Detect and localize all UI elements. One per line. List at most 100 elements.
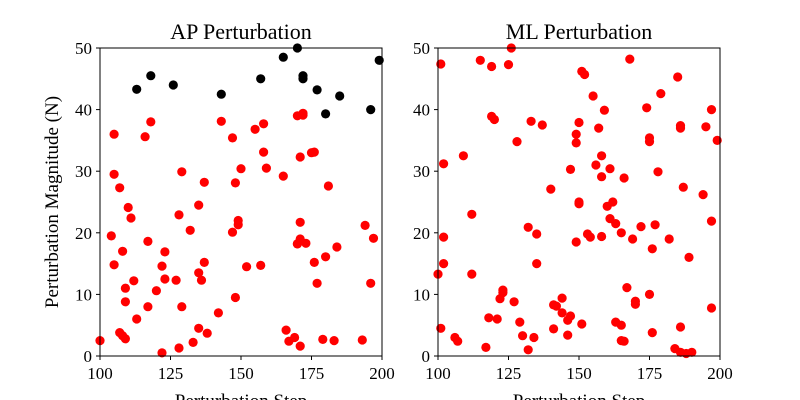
data-point: [106, 231, 116, 241]
data-point: [597, 151, 607, 161]
chart-ap: AP Perturbation 100 125 150 175 200 0 10 20 30 4…: [42, 19, 395, 400]
data-point: [687, 347, 697, 357]
data-point: [439, 159, 449, 169]
data-point: [256, 74, 266, 84]
data-point: [529, 332, 539, 343]
data-point: [650, 220, 660, 230]
data-point: [329, 336, 339, 346]
data-point: [227, 133, 238, 143]
data-point: [109, 169, 119, 179]
y-tick-label: 30: [75, 162, 92, 181]
data-point: [194, 323, 204, 333]
data-point: [115, 183, 125, 193]
data-point: [366, 278, 376, 288]
data-point: [357, 335, 367, 345]
y-tick-label: 20: [413, 224, 430, 243]
data-point: [368, 233, 379, 243]
data-point: [619, 173, 629, 183]
y-tick-label: 0: [84, 347, 93, 366]
data-point: [571, 129, 581, 139]
data-point: [278, 171, 288, 181]
data-point: [580, 69, 590, 80]
data-point: [143, 302, 153, 312]
data-point: [151, 286, 161, 296]
data-point: [571, 138, 581, 148]
data-point: [678, 182, 688, 192]
x-tick-label: 200: [369, 364, 395, 383]
data-point: [439, 232, 449, 242]
data-point: [160, 274, 170, 284]
data-point: [213, 308, 223, 318]
data-point: [236, 164, 246, 174]
data-point: [588, 91, 598, 101]
data-point: [532, 229, 542, 239]
data-point: [216, 116, 226, 126]
data-point: [177, 167, 187, 177]
data-point: [563, 330, 573, 340]
x-axis-ml: 100 125 150 175 200: [425, 356, 733, 383]
data-point: [129, 276, 139, 286]
data-point: [597, 172, 607, 182]
x-axis-label-ap: Perturbation Step: [175, 391, 307, 400]
data-point: [174, 210, 184, 220]
data-point: [194, 268, 204, 278]
data-point: [509, 297, 519, 307]
y-tick-label: 50: [413, 39, 430, 58]
data-point: [109, 260, 119, 270]
data-point: [481, 342, 491, 352]
data-point: [140, 132, 150, 142]
data-point: [227, 227, 238, 237]
chart-title-ml: ML Perturbation: [506, 19, 652, 44]
data-point: [647, 328, 657, 338]
data-point: [202, 328, 212, 338]
data-point: [574, 117, 584, 128]
data-point: [574, 199, 584, 209]
data-point: [157, 261, 167, 271]
data-point: [290, 332, 300, 343]
data-point: [216, 89, 226, 99]
data-point: [146, 117, 156, 127]
data-point: [132, 84, 142, 94]
data-point: [557, 308, 567, 318]
data-point: [577, 319, 587, 329]
data-point: [171, 275, 181, 285]
data-point: [532, 259, 542, 269]
data-point: [515, 317, 525, 327]
x-axis-label-ml: Perturbation Step: [513, 391, 645, 400]
data-point: [630, 299, 641, 309]
data-point: [653, 167, 663, 177]
data-point: [453, 336, 463, 346]
data-point: [549, 324, 559, 334]
data-point: [706, 216, 717, 226]
data-point: [439, 259, 449, 269]
data-point: [701, 122, 711, 132]
data-point: [321, 109, 331, 119]
data-point: [230, 178, 240, 188]
data-point: [126, 213, 136, 223]
y-tick-label: 0: [422, 347, 431, 366]
data-point: [484, 313, 494, 323]
data-point: [109, 129, 119, 139]
data-point: [120, 334, 130, 344]
data-point: [118, 246, 128, 256]
y-axis-ml: 0 10 20 30 40 50: [413, 39, 438, 366]
data-point: [309, 147, 319, 157]
data-point: [194, 200, 204, 210]
data-point: [281, 325, 291, 335]
data-point: [498, 288, 508, 298]
x-tick-label: 100: [87, 364, 113, 383]
data-point: [611, 219, 621, 229]
data-point: [594, 123, 604, 133]
data-point: [684, 252, 694, 262]
data-point: [295, 152, 305, 162]
y-tick-label: 40: [413, 101, 430, 120]
data-point: [160, 247, 170, 257]
data-point: [503, 60, 514, 70]
x-tick-label: 125: [496, 364, 522, 383]
data-point: [591, 160, 601, 170]
data-point: [143, 236, 153, 246]
data-point: [625, 54, 635, 64]
y-tick-label: 40: [75, 101, 92, 120]
data-point: [332, 242, 342, 252]
y-axis-ap: 0 10 20 30 40 50: [75, 39, 100, 366]
